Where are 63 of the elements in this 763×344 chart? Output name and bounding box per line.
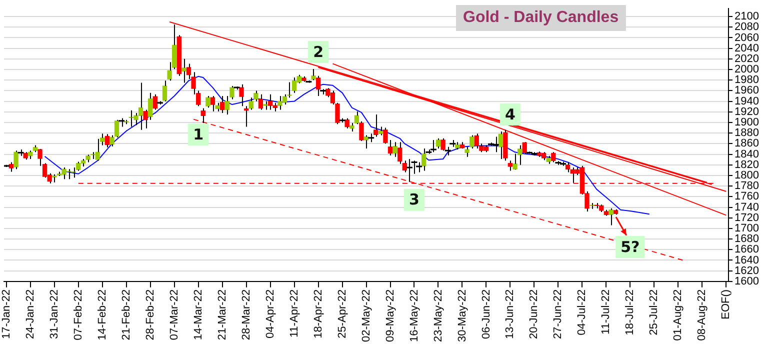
annotation: 1 <box>193 126 204 144</box>
x-tick-label: 20-Jun-22 <box>528 289 540 339</box>
y-tick-label: 1940 <box>734 95 760 108</box>
y-tick-label: 1780 <box>734 180 760 192</box>
y-tick-label: 1920 <box>734 106 760 118</box>
y-tick-label: 1680 <box>734 233 760 246</box>
x-tick-label: 18-Jul-22 <box>624 289 636 336</box>
y-tick-label: 1800 <box>734 170 760 182</box>
x-tick-label: 28-Feb-22 <box>144 289 156 340</box>
y-tick-label: 1700 <box>734 222 760 234</box>
y-tick-label: 1740 <box>734 201 760 214</box>
x-tick-label: 23-May-22 <box>432 289 444 342</box>
x-tick-label: 31-Jan-22 <box>48 289 60 339</box>
y-tick-label: 2060 <box>734 32 760 44</box>
y-tick-label: 1760 <box>734 190 760 203</box>
x-tick-label: 09-May-22 <box>384 289 396 342</box>
x-tick-label: 21-Mar-22 <box>216 289 228 340</box>
y-tick-label: 1620 <box>734 264 760 277</box>
x-tick-label: 17-Jan-22 <box>0 289 12 339</box>
annotation: 5? <box>620 238 640 256</box>
x-tick-label: 11-Jul-22 <box>600 289 612 334</box>
y-tick-label: 1860 <box>734 138 760 150</box>
x-tick-label: 24-Jan-22 <box>24 289 36 339</box>
x-tick-label: 06-Jun-22 <box>480 289 492 339</box>
x-tick-label: 04-Apr-22 <box>264 289 276 338</box>
y-tick-label: 1880 <box>734 127 760 140</box>
x-tick-label: 28-Mar-22 <box>240 289 252 340</box>
y-tick-label: 2100 <box>734 10 760 23</box>
y-tick-label: 1840 <box>734 148 760 160</box>
y-tick-label: 1600 <box>734 275 760 288</box>
x-tick-label: 16-May-22 <box>408 289 420 342</box>
annotation: 2 <box>313 42 324 61</box>
x-tick-label: 07-Feb-22 <box>72 289 84 340</box>
x-tick-label: 01-Aug-22 <box>672 289 684 341</box>
x-tick-label: EOF() <box>720 289 732 320</box>
x-tick-label: 04-Jul-22 <box>576 289 588 336</box>
x-tick-label: 27-Jun-22 <box>552 289 564 339</box>
y-tick-label: 2080 <box>734 21 760 34</box>
y-tick-label: 2020 <box>734 52 760 65</box>
x-tick-label: 25-Jul-22 <box>648 289 660 336</box>
x-tick-label: 14-Feb-22 <box>96 289 108 340</box>
y-tick-label: 1980 <box>734 74 760 86</box>
x-tick-label: 21-Feb-22 <box>120 289 132 340</box>
y-tick-label: 2040 <box>734 42 760 54</box>
y-tick-label: 1960 <box>734 84 760 97</box>
x-tick-label: 13-Jun-22 <box>504 289 516 339</box>
x-tick-label: 25-Apr-22 <box>336 289 348 338</box>
x-tick-label: 07-Mar-22 <box>168 289 180 340</box>
x-tick-label: 11-Apr-22 <box>288 289 300 338</box>
y-tick-label: 2000 <box>734 64 760 76</box>
annotation: 4 <box>504 105 516 124</box>
x-tick-label: 02-May-22 <box>360 289 372 342</box>
x-tick-label: 30-May-22 <box>456 289 468 342</box>
y-tick-label: 1900 <box>734 116 760 129</box>
chart-title: Gold - Daily Candles <box>456 5 626 31</box>
x-tick-label: 18-Apr-22 <box>312 289 324 338</box>
x-tick-label: 14-Mar-22 <box>192 289 204 340</box>
y-tick-label: 1720 <box>734 212 760 224</box>
y-tick-label: 1640 <box>734 254 760 266</box>
y-tick-label: 1820 <box>734 158 760 171</box>
x-tick-label: 08-Aug-22 <box>696 289 708 341</box>
y-tick-label: 1660 <box>734 244 760 256</box>
annotation: 3 <box>409 190 420 209</box>
